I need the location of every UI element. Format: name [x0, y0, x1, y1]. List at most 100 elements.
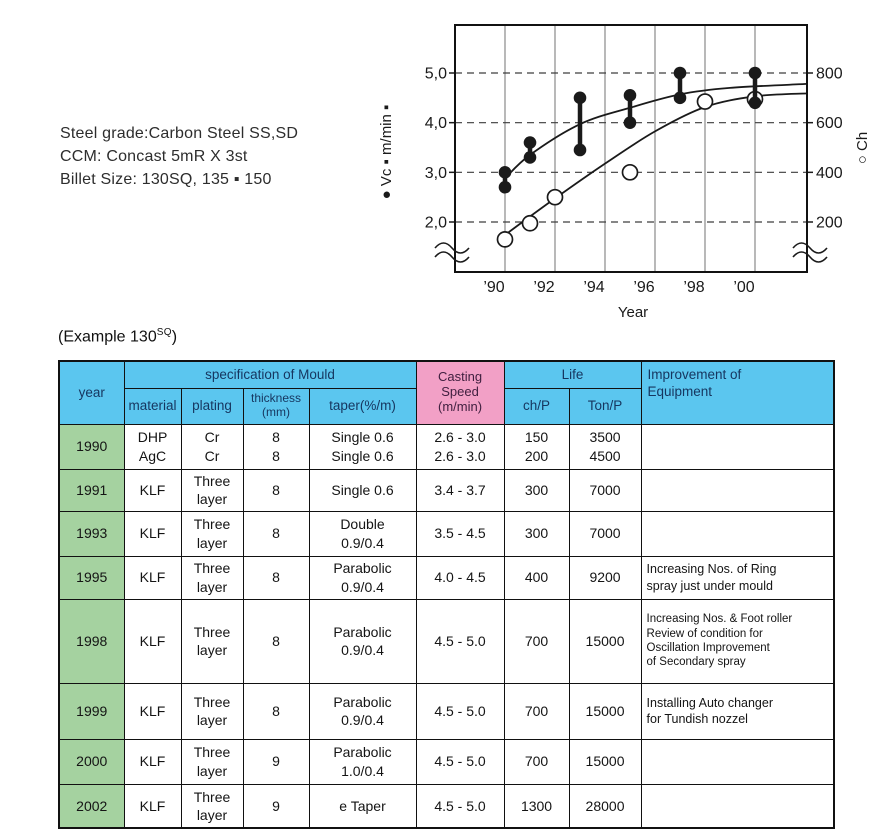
- cell-thickness: 8: [242, 682, 310, 740]
- cell-thickness: 8: [242, 555, 310, 600]
- cell-tonp: 9200: [568, 555, 642, 600]
- cell-thickness: 8: [242, 598, 310, 684]
- cell-year: 2000: [58, 738, 125, 785]
- col-header-thickness: thickness (mm): [242, 387, 310, 425]
- cell-tonp: 7000: [568, 510, 642, 557]
- ch-data-point: [546, 188, 564, 206]
- cell-casting: 4.5 - 5.0: [415, 738, 505, 785]
- table-row: 1991 KLF Three layer 8 Single 0.6 3.4 - 3.7 30…: [58, 468, 835, 512]
- cell-casting: 4.5 - 5.0: [415, 682, 505, 740]
- example-label-suffix: ): [171, 328, 178, 346]
- col-header-tonp: Ton/P: [568, 387, 642, 425]
- col-header-year: year: [58, 360, 125, 425]
- ch-data-point: [496, 231, 514, 248]
- cell-improvement: [640, 423, 835, 470]
- vc-data-point-high: [748, 66, 762, 80]
- cell-thickness: 8: [242, 468, 310, 512]
- cell-taper: Parabolic 0.9/0.4: [308, 682, 417, 740]
- vc-data-point-high: [623, 89, 637, 102]
- col-header-casting-speed: Casting Speed (m/min): [415, 360, 505, 425]
- left-axis-title: ● Vc ▪ m/min ▪: [378, 105, 395, 200]
- ch-data-point: [521, 214, 539, 232]
- cell-chp: 400: [503, 555, 570, 600]
- left-axis-tick-label: 2,0: [425, 215, 447, 232]
- col-group-life: Life: [503, 360, 642, 389]
- cell-plating: Three layer: [180, 738, 244, 785]
- info-line-ccm: CCM: Concast 5mR X 3st: [60, 148, 248, 165]
- cell-chp: 300: [503, 510, 570, 557]
- cell-casting: 4.5 - 5.0: [415, 783, 505, 829]
- cell-taper: Parabolic 0.9/0.4: [308, 555, 417, 600]
- cell-plating: Three layer: [180, 555, 244, 600]
- cell-material: KLF: [123, 555, 182, 600]
- cell-taper: Double 0.9/0.4: [308, 510, 417, 557]
- cell-improvement: [640, 738, 835, 785]
- x-axis-tick-label: ’00: [733, 279, 754, 296]
- cell-improvement: Increasing Nos. & Foot roller Review of …: [640, 598, 835, 684]
- cell-casting: 3.5 - 4.5: [415, 510, 505, 557]
- cell-chp: 700: [503, 598, 570, 684]
- cell-material: KLF: [123, 510, 182, 557]
- cell-thickness: 8 8: [242, 423, 310, 470]
- cell-tonp: 15000: [568, 682, 642, 740]
- cell-casting: 4.5 - 5.0: [415, 598, 505, 684]
- example-label-prefix: (Example 130: [58, 328, 157, 346]
- col-header-taper: taper(%/m): [308, 387, 417, 425]
- cell-taper: e Taper: [308, 783, 417, 829]
- vc-data-point-low: [748, 96, 762, 110]
- cell-year: 1993: [58, 510, 125, 557]
- mould-spec-table: year specification of Mould Casting Spee…: [58, 360, 836, 829]
- cell-tonp: 15000: [568, 598, 642, 684]
- example-label-sup: SQ: [156, 327, 172, 338]
- table-row: 1993 KLF Three layer 8 Double 0.9/0.4 3.5 - 4…: [58, 510, 835, 557]
- header-row-2: material plating thickness (mm) taper(%/…: [59, 387, 834, 425]
- cell-taper: Single 0.6: [308, 468, 417, 512]
- cell-year: 1990: [58, 423, 125, 470]
- cell-improvement: Installing Auto changer for Tundish nozz…: [640, 682, 835, 740]
- cell-casting: 4.0 - 4.5: [415, 555, 505, 600]
- axis-break-left: [434, 242, 470, 254]
- cell-material: KLF: [123, 682, 182, 740]
- cell-tonp: 7000: [568, 468, 642, 512]
- col-header-chp: ch/P: [503, 387, 570, 425]
- steel-info-block: Steel grade:Carbon Steel SS,SD CCM: Conc…: [60, 122, 298, 191]
- cell-year: 1998: [58, 598, 125, 684]
- cell-year: 1999: [58, 682, 125, 740]
- x-axis-title: Year: [618, 304, 648, 321]
- cell-tonp: 15000: [568, 738, 642, 785]
- vc-data-point-low: [523, 151, 537, 164]
- table-row: 1990 DHP AgC Cr Cr 8 8 Single 0.6 Single 0.6…: [58, 423, 835, 470]
- cell-taper: Single 0.6 Single 0.6: [308, 423, 417, 470]
- col-header-material: material: [123, 387, 182, 425]
- info-line-steel-grade: Steel grade:Carbon Steel SS,SD: [60, 125, 299, 142]
- vc-data-point-low: [623, 116, 637, 129]
- cell-chp: 150 200: [503, 423, 570, 470]
- table-row: 2002 KLF Three layer 9 e Taper 4.5 - 5.0 1300 2…: [58, 783, 835, 829]
- x-axis-tick-label: ’98: [683, 279, 704, 296]
- cell-material: KLF: [123, 738, 182, 785]
- cell-casting: 3.4 - 3.7: [415, 468, 505, 512]
- table-row: 1998 KLF Three layer 8 Parabolic 0.9/0.4 4.5 …: [58, 598, 835, 684]
- cell-taper: Parabolic 0.9/0.4: [308, 598, 417, 684]
- axis-break-right: [792, 242, 828, 254]
- table-row: 2000 KLF Three layer 9 Parabolic 1.0/0.4 4.5 …: [58, 738, 835, 785]
- vc-data-point-high: [523, 136, 537, 149]
- cell-year: 1991: [58, 468, 125, 512]
- vc-ch-chart-svg: 5,0 800 4,0 600 3,0 400 2,0 200 ’90 ’92 ’94 ’96 ’98 ’…: [378, 24, 871, 321]
- cell-tonp: 3500 4500: [568, 423, 642, 470]
- left-axis-tick-label: 5,0: [425, 66, 447, 83]
- x-axis-tick-label: ’96: [633, 279, 654, 296]
- cell-improvement: Increasing Nos. of Ring spray just under…: [640, 555, 835, 600]
- chart-plot-border: [454, 24, 808, 273]
- right-axis-tick-label: 800: [816, 66, 843, 83]
- ch-data-point: [696, 93, 714, 110]
- axis-break-left: [434, 251, 470, 263]
- info-line-billet-size: Billet Size: 130SQ, 135 ▪ 150: [60, 171, 272, 188]
- vc-ch-chart: 5,0 800 4,0 600 3,0 400 2,0 200 ’90 ’92 ’94 ’96 ’98 ’…: [375, 0, 890, 335]
- cell-tonp: 28000: [568, 783, 642, 829]
- cell-year: 1995: [58, 555, 125, 600]
- cell-plating: Three layer: [180, 468, 244, 512]
- cell-plating: Three layer: [180, 783, 244, 829]
- cell-chp: 700: [503, 682, 570, 740]
